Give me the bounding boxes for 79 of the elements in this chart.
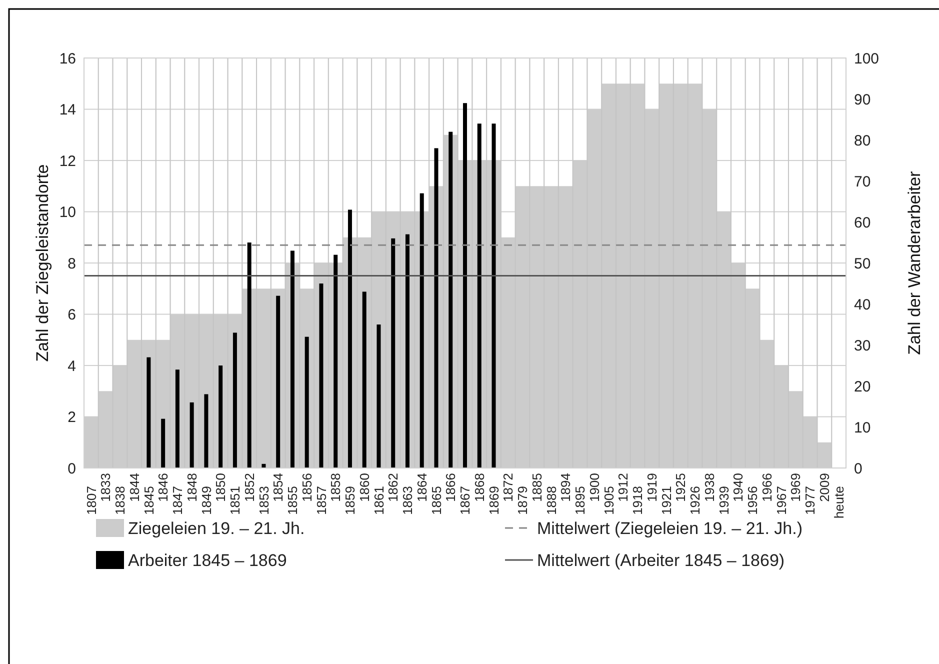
x-tick-label: 1865: [428, 486, 444, 515]
y-tick-label: 14: [59, 102, 76, 118]
x-tick-label: 1849: [198, 486, 214, 515]
y2-tick-label: 90: [854, 91, 871, 108]
y2-tick-label: 0: [854, 460, 862, 478]
x-tick-label: 1851: [228, 486, 243, 515]
x-tick-label: 1905: [601, 486, 616, 515]
y2-tick-label: 10: [854, 419, 871, 436]
x-tick-label: 1977: [802, 486, 818, 515]
legend-label: Ziegeleien 19. – 21. Jh.: [128, 518, 305, 538]
x-tick-label: 1918: [630, 486, 646, 515]
y2-tick-label: 60: [854, 214, 871, 232]
x-tick-label: 1888: [544, 486, 559, 515]
y2-tick-label: 40: [854, 296, 871, 314]
x-tick-label: 1807: [84, 486, 99, 515]
x-tick-label: 1838: [112, 486, 128, 515]
x-tick-label: 1925: [673, 473, 688, 502]
x-tick-label: 1939: [716, 486, 732, 515]
legend-label: Arbeiter 1845 – 1869: [128, 550, 287, 570]
x-tick-label: 1845: [141, 486, 156, 515]
y-tick-label: 0: [68, 460, 76, 478]
y2-tick-label: 50: [854, 255, 871, 272]
x-tick-label: 1853: [256, 486, 272, 515]
x-tick-label: 1855: [285, 486, 300, 515]
y2-tick-label: 70: [854, 173, 871, 190]
y2-tick-label: 100: [854, 50, 880, 68]
x-tick-label: 1858: [328, 473, 344, 502]
x-tick-label: 1864: [414, 473, 430, 502]
x-tick-label: 1846: [156, 473, 171, 502]
x-tick-label: 1940: [730, 473, 746, 502]
x-tick-label: 1860: [356, 473, 372, 502]
legend-label: Mittelwert (Arbeiter 1845 – 1869): [537, 550, 785, 570]
x-tick-label: 1867: [458, 486, 473, 515]
x-tick-label: 1852: [242, 473, 257, 502]
y-tick-label: 2: [68, 409, 76, 426]
legend-label: Mittelwert (Ziegeleien 19. – 21. Jh.): [537, 518, 803, 538]
y-tick-label: 4: [68, 358, 76, 375]
y2-tick-label: 20: [854, 378, 871, 396]
y-tick-label: 6: [68, 306, 76, 324]
x-tick-label: 1859: [342, 486, 358, 515]
x-tick-label: 1879: [515, 486, 530, 515]
x-tick-label: 1885: [529, 473, 544, 502]
x-tick-label: 1895: [572, 486, 588, 515]
y2-tick-label: 80: [854, 132, 871, 150]
x-tick-label: 1844: [126, 473, 142, 502]
x-tick-label: 1850: [213, 473, 228, 502]
x-tick-label: 1869: [486, 486, 502, 515]
y-tick-label: 8: [68, 255, 76, 272]
x-tick-label: 1894: [558, 473, 574, 502]
y2-axis-title: Zahl der Wanderarbeiter: [905, 170, 924, 355]
x-tick-label: 1854: [270, 473, 286, 502]
x-tick-label: 1969: [788, 473, 804, 502]
x-tick-label: 1966: [759, 473, 774, 502]
x-tick-label: 1956: [745, 486, 760, 515]
x-tick-label: 1856: [299, 473, 314, 502]
x-tick-label: 1868: [472, 473, 487, 502]
x-tick-label: 1863: [400, 486, 416, 515]
x-tick-label: 1866: [443, 473, 458, 502]
x-tick-label: 1921: [658, 486, 674, 515]
x-tick-label: 1900: [586, 473, 602, 502]
x-tick-label: 1833: [98, 473, 114, 502]
x-tick-label: 1938: [702, 473, 717, 502]
y-tick-label: 16: [59, 50, 76, 68]
x-tick-label: 1872: [500, 473, 516, 502]
x-tick-label: 1967: [774, 486, 789, 515]
x-tick-label: 2009: [816, 473, 832, 502]
x-tick-label: 1857: [314, 486, 329, 515]
y-axis-title: Zahl der Ziegeleistandorte: [33, 164, 52, 362]
x-tick-label: 1848: [184, 473, 200, 502]
x-tick-label: 1919: [644, 473, 660, 502]
y-tick-label: 10: [59, 204, 76, 221]
y-tick-label: 12: [59, 152, 76, 170]
x-tick-label: 1862: [386, 473, 401, 502]
x-tick-label: 1847: [170, 486, 186, 515]
x-tick-label: heute: [831, 486, 846, 519]
x-tick-label: 1861: [371, 486, 386, 515]
x-tick-label: 1926: [688, 486, 703, 515]
y2-tick-label: 30: [854, 337, 871, 354]
x-tick-label: 1912: [616, 473, 631, 502]
